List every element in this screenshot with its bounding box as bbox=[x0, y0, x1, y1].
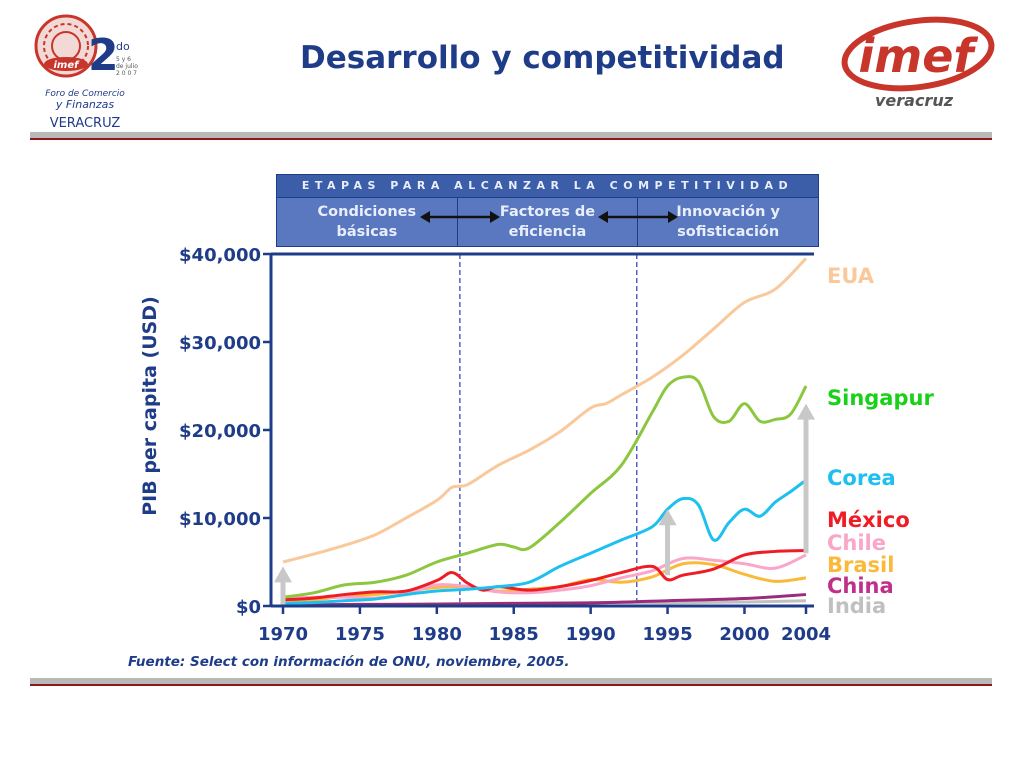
edition-superscript: do bbox=[116, 40, 130, 53]
x-tick-label: 1990 bbox=[566, 624, 616, 645]
stage-efficiency-factors: Factores de eficiencia bbox=[458, 198, 639, 246]
imef-subtitle: veracruz bbox=[875, 91, 954, 110]
source-note: Fuente: Select con información de ONU, n… bbox=[128, 654, 570, 670]
y-axis-label: PIB per capita (USD) bbox=[139, 296, 161, 516]
x-tick-label: 1970 bbox=[258, 624, 308, 645]
event-date-line1: 5 y 6 bbox=[116, 56, 131, 63]
legend-label: Brasil bbox=[827, 553, 894, 577]
stages-header: ETAPAS PARA ALCANZAR LA COMPETITIVIDAD bbox=[276, 174, 819, 198]
event-logo: imef 2 do 5 y 6 de julio 2 0 0 7 Foro de… bbox=[30, 6, 140, 134]
growth-arrow-head bbox=[274, 566, 292, 583]
legend-label: Corea bbox=[827, 466, 896, 490]
series-line-mexico bbox=[282, 549, 807, 602]
growth-arrow-head bbox=[658, 509, 677, 526]
y-tick-label: $10,000 bbox=[179, 509, 261, 530]
growth-arrow-head bbox=[797, 403, 815, 420]
x-tick-label: 1985 bbox=[489, 624, 539, 645]
spiral-emblem bbox=[34, 14, 98, 78]
series-line-singapur bbox=[282, 375, 808, 599]
legend-label: Singapur bbox=[827, 386, 934, 410]
legend-label: China bbox=[827, 574, 894, 598]
legend-label: México bbox=[827, 508, 910, 532]
y-tick-label: $30,000 bbox=[179, 333, 261, 354]
x-tick-label: 1975 bbox=[335, 624, 385, 645]
series-line-china bbox=[282, 593, 807, 607]
event-name-line3: VERACRUZ bbox=[50, 116, 121, 131]
imef-badge-text: imef bbox=[54, 60, 81, 71]
legend-label: India bbox=[827, 594, 886, 618]
stage-arrow-2 bbox=[598, 211, 678, 223]
series-line-corea bbox=[282, 478, 807, 605]
legend-label: Chile bbox=[827, 531, 886, 555]
stage-basic-conditions: Condiciones básicas bbox=[277, 198, 458, 246]
x-tick-label: 2000 bbox=[719, 624, 769, 645]
event-name-line1: Foro de Comercio bbox=[45, 89, 125, 99]
imef-wordmark: imef bbox=[859, 29, 979, 83]
bottom-divider bbox=[30, 678, 992, 686]
x-tick-label: 2004 bbox=[781, 624, 831, 645]
imef-logo: imef veracruz bbox=[838, 12, 998, 112]
logo-swoosh bbox=[841, 16, 995, 92]
stages-row: Condiciones básicas Factores de eficienc… bbox=[276, 198, 819, 247]
top-divider bbox=[30, 132, 992, 140]
edition-number: 2 bbox=[88, 30, 119, 81]
legend-label: EUA bbox=[827, 264, 875, 288]
event-date-line2: de julio bbox=[116, 63, 138, 70]
stages-banner: ETAPAS PARA ALCANZAR LA COMPETITIVIDAD C… bbox=[276, 174, 819, 247]
event-name-line2: y Finanzas bbox=[55, 98, 115, 111]
x-tick-label: 1995 bbox=[643, 624, 693, 645]
stage-innovation: Innovación y sofisticación bbox=[676, 204, 780, 240]
y-tick-label: $0 bbox=[236, 597, 261, 618]
event-year: 2 0 0 7 bbox=[116, 70, 137, 77]
x-tick-label: 1980 bbox=[412, 624, 462, 645]
series-line-chile bbox=[282, 553, 807, 600]
series-line-india bbox=[282, 599, 807, 607]
stage-arrow-1 bbox=[420, 211, 500, 223]
page-title: Desarrollo y competitividad bbox=[300, 40, 785, 76]
y-tick-label: $20,000 bbox=[179, 421, 261, 442]
y-tick-label: $40,000 bbox=[179, 245, 261, 266]
series-line-brasil bbox=[282, 561, 807, 604]
series-line-eua bbox=[282, 257, 808, 564]
